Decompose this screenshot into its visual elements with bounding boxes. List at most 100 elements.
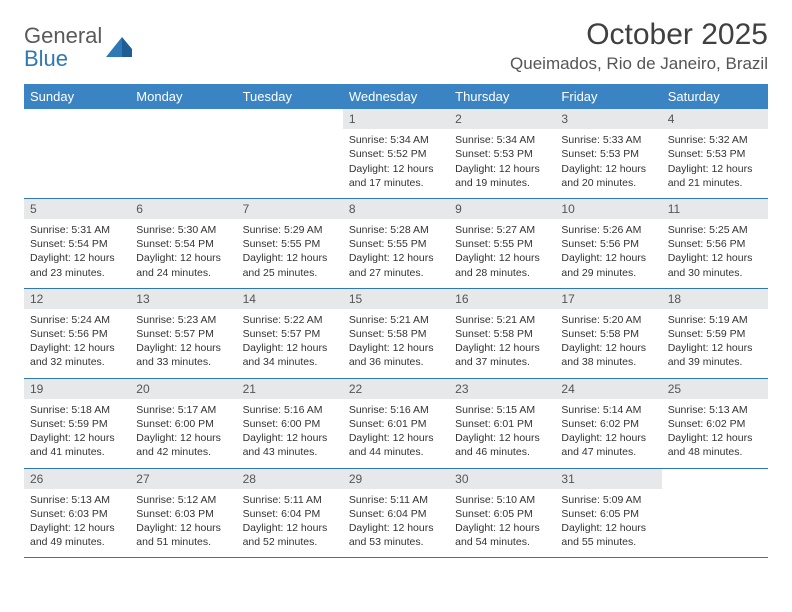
location-subtitle: Queimados, Rio de Janeiro, Brazil: [510, 54, 768, 74]
sunset-text: Sunset: 5:54 PM: [30, 237, 124, 251]
day-cell: [237, 109, 343, 198]
day-cell: 7Sunrise: 5:29 AMSunset: 5:55 PMDaylight…: [237, 199, 343, 288]
sunrise-text: Sunrise: 5:16 AM: [243, 403, 337, 417]
daylight-line1: Daylight: 12 hours: [30, 431, 124, 445]
sunrise-text: Sunrise: 5:22 AM: [243, 313, 337, 327]
day-cell: 27Sunrise: 5:12 AMSunset: 6:03 PMDayligh…: [130, 469, 236, 558]
sunrise-text: Sunrise: 5:31 AM: [30, 223, 124, 237]
sunset-text: Sunset: 6:04 PM: [349, 507, 443, 521]
day-cell: 6Sunrise: 5:30 AMSunset: 5:54 PMDaylight…: [130, 199, 236, 288]
day-number: 31: [555, 469, 661, 489]
day-number: 23: [449, 379, 555, 399]
daylight-line2: and 53 minutes.: [349, 535, 443, 549]
daylight-line1: Daylight: 12 hours: [243, 431, 337, 445]
day-cell: 3Sunrise: 5:33 AMSunset: 5:53 PMDaylight…: [555, 109, 661, 198]
day-cell: 8Sunrise: 5:28 AMSunset: 5:55 PMDaylight…: [343, 199, 449, 288]
day-cell: 5Sunrise: 5:31 AMSunset: 5:54 PMDaylight…: [24, 199, 130, 288]
day-cell: 29Sunrise: 5:11 AMSunset: 6:04 PMDayligh…: [343, 469, 449, 558]
day-header-mon: Monday: [130, 84, 236, 109]
daylight-line1: Daylight: 12 hours: [30, 251, 124, 265]
calendar: Sunday Monday Tuesday Wednesday Thursday…: [24, 84, 768, 558]
daylight-line2: and 29 minutes.: [561, 266, 655, 280]
sunrise-text: Sunrise: 5:19 AM: [668, 313, 762, 327]
day-header-sun: Sunday: [24, 84, 130, 109]
day-cell: 31Sunrise: 5:09 AMSunset: 6:05 PMDayligh…: [555, 469, 661, 558]
daylight-line1: Daylight: 12 hours: [349, 431, 443, 445]
daylight-line1: Daylight: 12 hours: [243, 341, 337, 355]
sunrise-text: Sunrise: 5:09 AM: [561, 493, 655, 507]
sunrise-text: Sunrise: 5:33 AM: [561, 133, 655, 147]
sunset-text: Sunset: 5:53 PM: [668, 147, 762, 161]
sunrise-text: Sunrise: 5:11 AM: [243, 493, 337, 507]
daylight-line1: Daylight: 12 hours: [243, 251, 337, 265]
day-cell: 2Sunrise: 5:34 AMSunset: 5:53 PMDaylight…: [449, 109, 555, 198]
sunset-text: Sunset: 5:59 PM: [668, 327, 762, 341]
sunset-text: Sunset: 5:54 PM: [136, 237, 230, 251]
sunset-text: Sunset: 5:55 PM: [349, 237, 443, 251]
day-number: 12: [24, 289, 130, 309]
sunrise-text: Sunrise: 5:14 AM: [561, 403, 655, 417]
daylight-line2: and 55 minutes.: [561, 535, 655, 549]
daylight-line2: and 20 minutes.: [561, 176, 655, 190]
daylight-line2: and 28 minutes.: [455, 266, 549, 280]
sunrise-text: Sunrise: 5:24 AM: [30, 313, 124, 327]
daylight-line2: and 36 minutes.: [349, 355, 443, 369]
month-title: October 2025: [510, 18, 768, 52]
sunrise-text: Sunrise: 5:21 AM: [349, 313, 443, 327]
day-cell: 15Sunrise: 5:21 AMSunset: 5:58 PMDayligh…: [343, 289, 449, 378]
sunset-text: Sunset: 6:01 PM: [455, 417, 549, 431]
day-number: 30: [449, 469, 555, 489]
sunrise-text: Sunrise: 5:27 AM: [455, 223, 549, 237]
daylight-line1: Daylight: 12 hours: [561, 341, 655, 355]
day-cell: 25Sunrise: 5:13 AMSunset: 6:02 PMDayligh…: [662, 379, 768, 468]
daylight-line1: Daylight: 12 hours: [668, 162, 762, 176]
day-cell: 19Sunrise: 5:18 AMSunset: 5:59 PMDayligh…: [24, 379, 130, 468]
sunset-text: Sunset: 6:00 PM: [136, 417, 230, 431]
day-cell: 11Sunrise: 5:25 AMSunset: 5:56 PMDayligh…: [662, 199, 768, 288]
daylight-line1: Daylight: 12 hours: [455, 162, 549, 176]
day-cell: 17Sunrise: 5:20 AMSunset: 5:58 PMDayligh…: [555, 289, 661, 378]
week-row: 12Sunrise: 5:24 AMSunset: 5:56 PMDayligh…: [24, 289, 768, 379]
day-number: 16: [449, 289, 555, 309]
day-number: 20: [130, 379, 236, 399]
daylight-line1: Daylight: 12 hours: [561, 521, 655, 535]
sunrise-text: Sunrise: 5:15 AM: [455, 403, 549, 417]
sunrise-text: Sunrise: 5:20 AM: [561, 313, 655, 327]
daylight-line2: and 43 minutes.: [243, 445, 337, 459]
daylight-line2: and 27 minutes.: [349, 266, 443, 280]
daylight-line2: and 42 minutes.: [136, 445, 230, 459]
title-block: October 2025 Queimados, Rio de Janeiro, …: [510, 18, 768, 74]
sunset-text: Sunset: 5:57 PM: [136, 327, 230, 341]
sunset-text: Sunset: 5:58 PM: [455, 327, 549, 341]
daylight-line2: and 52 minutes.: [243, 535, 337, 549]
day-cell: 30Sunrise: 5:10 AMSunset: 6:05 PMDayligh…: [449, 469, 555, 558]
logo-text: General Blue: [24, 24, 102, 70]
week-row: 5Sunrise: 5:31 AMSunset: 5:54 PMDaylight…: [24, 199, 768, 289]
daylight-line2: and 38 minutes.: [561, 355, 655, 369]
daylight-line1: Daylight: 12 hours: [561, 431, 655, 445]
day-cell: 12Sunrise: 5:24 AMSunset: 5:56 PMDayligh…: [24, 289, 130, 378]
day-cell: 18Sunrise: 5:19 AMSunset: 5:59 PMDayligh…: [662, 289, 768, 378]
sunrise-text: Sunrise: 5:18 AM: [30, 403, 124, 417]
daylight-line1: Daylight: 12 hours: [668, 251, 762, 265]
day-number: 22: [343, 379, 449, 399]
sunset-text: Sunset: 5:56 PM: [561, 237, 655, 251]
daylight-line1: Daylight: 12 hours: [561, 251, 655, 265]
day-cell: 26Sunrise: 5:13 AMSunset: 6:03 PMDayligh…: [24, 469, 130, 558]
day-cell: 22Sunrise: 5:16 AMSunset: 6:01 PMDayligh…: [343, 379, 449, 468]
daylight-line1: Daylight: 12 hours: [349, 341, 443, 355]
day-cell: 16Sunrise: 5:21 AMSunset: 5:58 PMDayligh…: [449, 289, 555, 378]
day-number: 29: [343, 469, 449, 489]
day-cell: [24, 109, 130, 198]
sunrise-text: Sunrise: 5:32 AM: [668, 133, 762, 147]
day-number: 10: [555, 199, 661, 219]
day-header-row: Sunday Monday Tuesday Wednesday Thursday…: [24, 84, 768, 109]
sunset-text: Sunset: 5:53 PM: [455, 147, 549, 161]
sunset-text: Sunset: 6:05 PM: [455, 507, 549, 521]
sunrise-text: Sunrise: 5:13 AM: [668, 403, 762, 417]
logo-word1: General: [24, 23, 102, 48]
day-number: 24: [555, 379, 661, 399]
sunset-text: Sunset: 6:00 PM: [243, 417, 337, 431]
day-number: 18: [662, 289, 768, 309]
daylight-line2: and 49 minutes.: [30, 535, 124, 549]
